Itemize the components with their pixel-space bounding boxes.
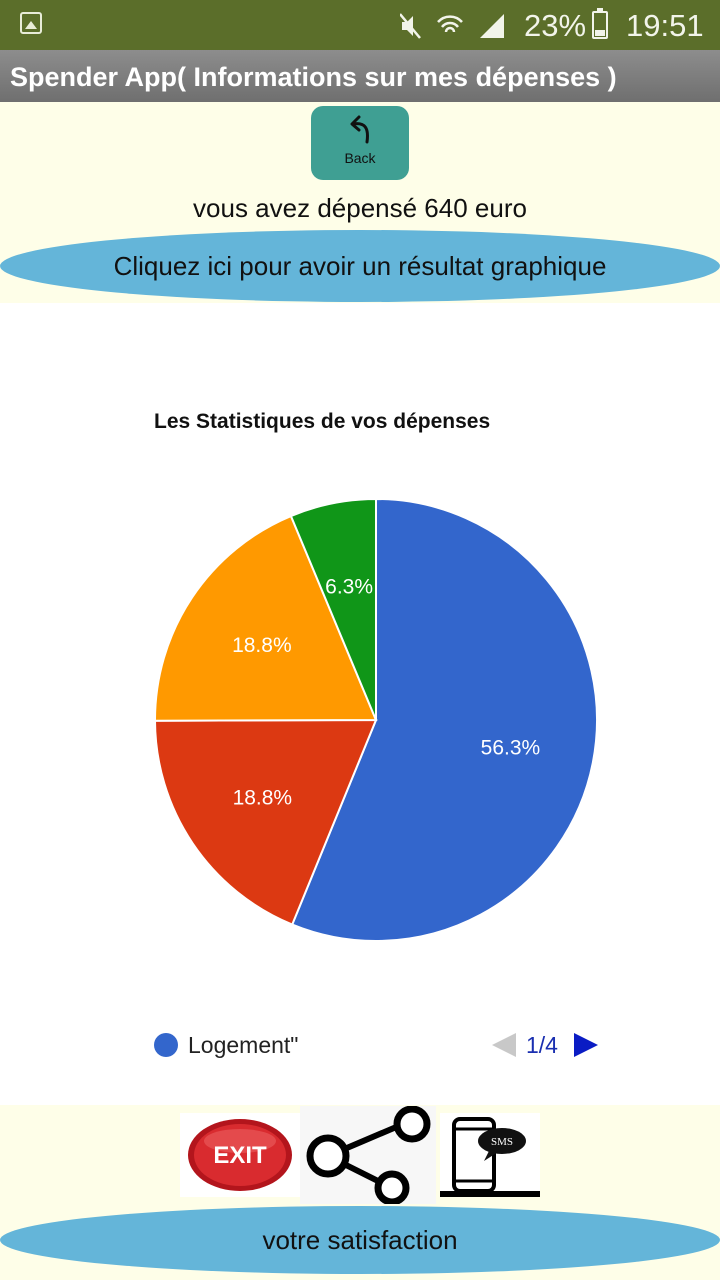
- share-icon: [306, 1105, 431, 1206]
- sms-phone-icon: SMS: [440, 1117, 540, 1197]
- legend-entry-label: Logement": [188, 1032, 299, 1058]
- pie-slice-2[interactable]: [153, 718, 378, 926]
- exit-label: EXIT: [213, 1142, 267, 1169]
- back-button-label: Back: [344, 150, 376, 166]
- wifi-icon: [437, 15, 463, 33]
- app-title-bar: Spender App( Informations sur mes dépens…: [0, 50, 720, 102]
- satisfaction-button[interactable]: votre satisfaction: [0, 1206, 720, 1274]
- legend-prev-arrow-icon[interactable]: [492, 1033, 516, 1057]
- clock: 19:51: [626, 8, 704, 43]
- pie-slice-label-4: 6.3%: [325, 576, 373, 599]
- pie-slice-3[interactable]: [154, 514, 378, 722]
- legend-color-dot: [154, 1033, 178, 1057]
- status-bar: 23% 19:51: [0, 0, 720, 50]
- exit-button[interactable]: EXIT: [180, 1113, 300, 1197]
- pie-slice-label-1: 56.3%: [481, 736, 541, 759]
- sms-label: SMS: [491, 1136, 513, 1148]
- signal-icon: [480, 14, 504, 38]
- battery-percentage: 23%: [524, 8, 587, 43]
- graph-result-button[interactable]: Cliquez ici pour avoir un résultat graph…: [0, 230, 720, 302]
- legend-next-arrow-icon[interactable]: [574, 1033, 598, 1057]
- pie-chart: 56.3% 18.8% 18.8% 6.3%: [153, 497, 599, 942]
- status-icons: [400, 13, 504, 39]
- share-button[interactable]: [300, 1105, 436, 1206]
- chart-panel: Les Statistiques de vos dépenses 56.3% 18…: [0, 303, 720, 1105]
- pie-slice-label-2: 18.8%: [233, 787, 293, 810]
- pie-slice-label-3: 18.8%: [232, 634, 292, 657]
- legend-page-indicator: 1/4: [526, 1032, 558, 1058]
- spent-amount-text: vous avez dépensé 640 euro: [193, 193, 527, 223]
- app-title: Spender App( Informations sur mes dépens…: [10, 62, 617, 92]
- chart-title: Les Statistiques de vos dépenses: [154, 410, 491, 433]
- battery-icon: [592, 8, 608, 39]
- back-arrow-icon: [350, 115, 369, 144]
- mute-icon: [400, 13, 421, 39]
- back-button[interactable]: Back: [311, 106, 409, 180]
- exit-icon: EXIT: [188, 1119, 292, 1191]
- gallery-icon: [20, 12, 42, 34]
- pie-slice-4[interactable]: [289, 497, 377, 721]
- pie-slice-1[interactable]: [290, 497, 599, 942]
- chart-legend: Logement" 1/4: [154, 1030, 604, 1060]
- sms-button[interactable]: SMS: [440, 1113, 540, 1197]
